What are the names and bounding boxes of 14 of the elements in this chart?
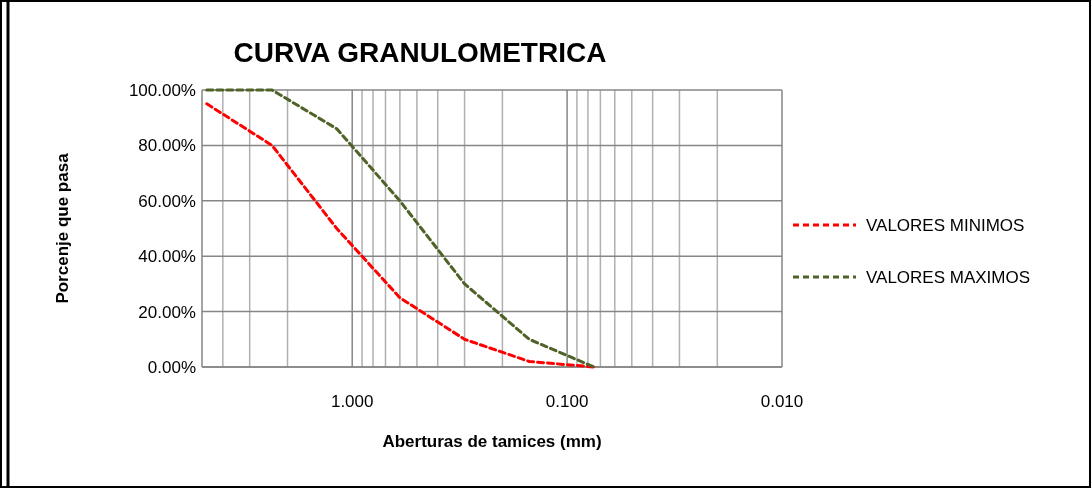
legend-label: VALORES MAXIMOS [866, 267, 1031, 287]
y-tick-label: 80.00% [138, 136, 196, 156]
chart-title: CURVA GRANULOMETRICA [233, 37, 607, 68]
y-tick-label: 40.00% [138, 247, 196, 267]
x-axis-title: Aberturas de tamices (mm) [382, 432, 602, 451]
y-tick-label: 60.00% [138, 191, 196, 211]
y-tick-label: 100.00% [128, 80, 196, 100]
y-tick-label: 0.00% [147, 357, 196, 377]
x-tick-label: 1.000 [330, 392, 374, 411]
y-axis-title: Porcenje que pasa [53, 152, 72, 304]
legend-label: VALORES MINIMOS [866, 215, 1025, 235]
y-tick-label: 20.00% [138, 302, 196, 322]
x-tick-label: 0.010 [760, 392, 804, 411]
x-tick-label: 0.100 [545, 392, 589, 411]
